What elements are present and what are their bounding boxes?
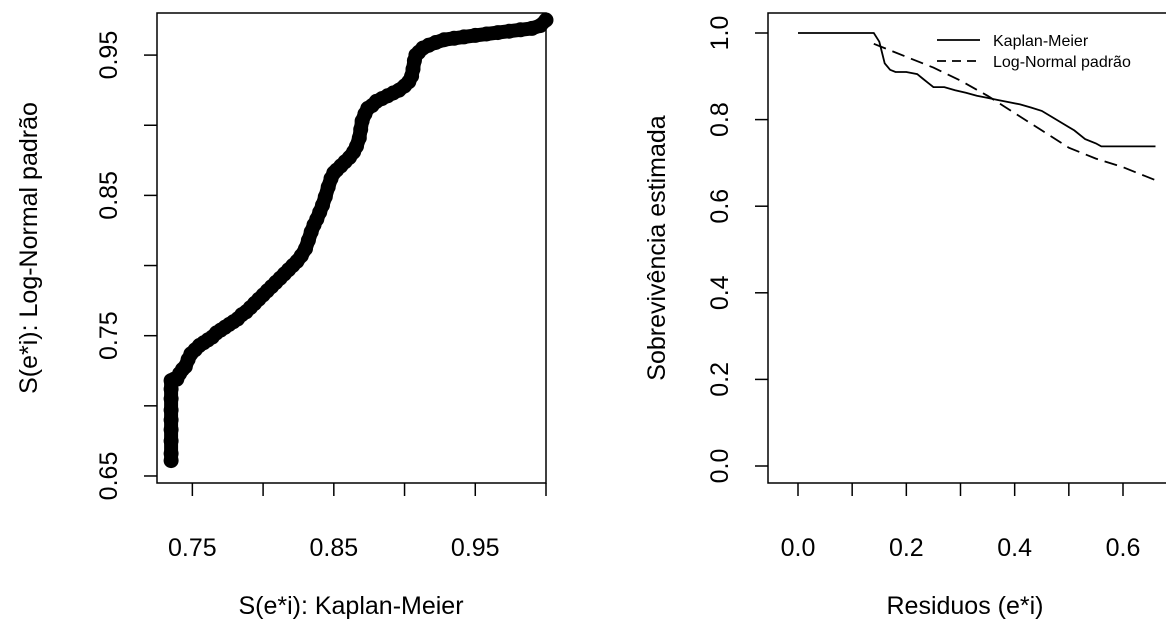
scatter-y-tick-label: 0.75 bbox=[95, 311, 123, 360]
scatter-point-band bbox=[164, 13, 553, 468]
scatter-point bbox=[513, 22, 528, 38]
legend: Kaplan-Meier Log-Normal padrão bbox=[937, 33, 1131, 71]
survival-panel: 0.0 0.2 0.4 0.6 0.0 0.2 0.4 0.6 0.8 1.0 Kaplan-M… bbox=[643, 12, 1166, 620]
legend-label-kaplan-meier: Kaplan-Meier bbox=[993, 33, 1089, 50]
survival-y-tick-label: 0.6 bbox=[706, 189, 734, 224]
scatter-point bbox=[163, 433, 179, 449]
scatter-y-tick-label: 0.95 bbox=[95, 31, 123, 80]
scatter-y-axis: 0.65 0.75 0.85 0.95 bbox=[95, 31, 157, 501]
scatter-y-axis-title: S(e*i): Log-Normal padrão bbox=[15, 102, 43, 394]
survival-plot-frame bbox=[767, 12, 1166, 484]
survival-x-tick-label: 0.6 bbox=[1106, 534, 1141, 562]
scatter-x-tick-label: 0.75 bbox=[168, 534, 217, 562]
scatter-point bbox=[490, 25, 506, 41]
scatter-plot-frame bbox=[156, 12, 547, 484]
scatter-points bbox=[163, 12, 554, 469]
survival-y-tick-label: 0.2 bbox=[706, 362, 734, 397]
survival-x-tick-label: 0.2 bbox=[889, 534, 924, 562]
legend-label-log-normal: Log-Normal padrão bbox=[993, 54, 1131, 71]
survival-x-tick-label: 0.0 bbox=[781, 534, 816, 562]
scatter-point bbox=[163, 402, 179, 418]
scatter-point bbox=[479, 26, 495, 42]
survival-x-axis-title: Residuos (e*i) bbox=[886, 592, 1043, 620]
survival-series-line-kaplan-meier bbox=[798, 32, 1156, 148]
scatter-x-tick-label: 0.85 bbox=[309, 534, 358, 562]
scatter-y-tick-label: 0.65 bbox=[95, 452, 123, 501]
scatter-panel: 0.75 0.85 0.95 0.65 0.75 0.85 0.95 S(e*i): Ka… bbox=[15, 12, 554, 620]
scatter-point bbox=[456, 29, 472, 45]
survival-series-line-log-normal bbox=[873, 42, 1156, 182]
scatter-point bbox=[467, 27, 483, 43]
scatter-x-axis: 0.75 0.85 0.95 bbox=[168, 483, 547, 562]
survival-y-axis: 0.0 0.2 0.4 0.6 0.8 1.0 bbox=[706, 16, 768, 484]
scatter-x-tick-label: 0.95 bbox=[451, 534, 500, 562]
survival-y-tick-label: 0.0 bbox=[706, 449, 734, 484]
scatter-point bbox=[163, 446, 179, 461]
scatter-x-axis-title: S(e*i): Kaplan-Meier bbox=[238, 592, 463, 620]
survival-x-tick-label: 0.4 bbox=[997, 534, 1032, 562]
survival-y-tick-label: 0.8 bbox=[706, 102, 734, 137]
survival-y-tick-label: 0.4 bbox=[706, 275, 734, 310]
scatter-point bbox=[538, 12, 554, 28]
survival-y-tick-label: 1.0 bbox=[706, 16, 734, 51]
survival-lines bbox=[798, 32, 1156, 182]
survival-x-axis: 0.0 0.2 0.4 0.6 bbox=[781, 483, 1141, 562]
scatter-point bbox=[501, 23, 517, 39]
survival-y-axis-title: Sobrevivência estimada bbox=[643, 115, 671, 381]
scatter-y-tick-label: 0.85 bbox=[95, 171, 123, 220]
